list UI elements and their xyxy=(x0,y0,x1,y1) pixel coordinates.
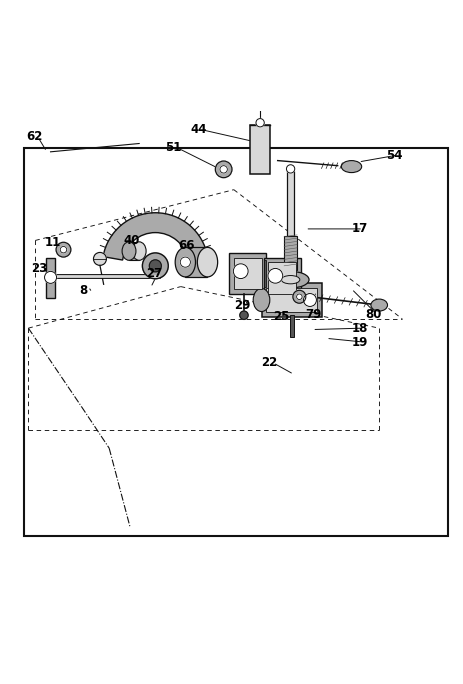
Circle shape xyxy=(180,257,190,267)
Text: 66: 66 xyxy=(178,239,195,252)
Circle shape xyxy=(287,165,295,173)
Bar xyxy=(264,257,301,298)
Bar xyxy=(262,283,321,317)
Text: 79: 79 xyxy=(306,308,322,321)
Bar xyxy=(266,288,317,312)
Text: 23: 23 xyxy=(31,262,47,275)
Text: 51: 51 xyxy=(164,141,181,154)
Ellipse shape xyxy=(197,248,218,277)
Circle shape xyxy=(215,161,232,178)
Text: 44: 44 xyxy=(190,123,206,136)
Circle shape xyxy=(143,253,168,279)
Bar xyxy=(287,171,294,236)
Bar xyxy=(290,315,294,337)
Circle shape xyxy=(293,290,306,303)
Wedge shape xyxy=(103,213,207,260)
Ellipse shape xyxy=(132,242,146,261)
Text: 25: 25 xyxy=(273,310,289,323)
Text: 40: 40 xyxy=(123,234,139,247)
Circle shape xyxy=(268,268,283,283)
Ellipse shape xyxy=(122,242,136,261)
Bar xyxy=(24,148,449,536)
Text: 80: 80 xyxy=(365,308,382,321)
Bar xyxy=(264,260,266,287)
Circle shape xyxy=(44,272,56,283)
Circle shape xyxy=(56,242,71,257)
Text: 29: 29 xyxy=(234,300,250,313)
Text: 22: 22 xyxy=(262,356,278,369)
Ellipse shape xyxy=(282,276,300,284)
Ellipse shape xyxy=(253,289,270,311)
Circle shape xyxy=(94,252,106,265)
Ellipse shape xyxy=(341,161,362,172)
Circle shape xyxy=(150,260,161,272)
Bar xyxy=(250,125,270,174)
Circle shape xyxy=(304,293,316,306)
Text: 54: 54 xyxy=(386,148,403,161)
Bar xyxy=(269,262,296,293)
Bar xyxy=(234,257,262,289)
Text: 18: 18 xyxy=(351,321,368,334)
Text: 27: 27 xyxy=(146,267,163,280)
Ellipse shape xyxy=(175,248,195,277)
Circle shape xyxy=(60,246,67,253)
Circle shape xyxy=(297,294,302,300)
Text: 19: 19 xyxy=(351,335,368,349)
Text: 11: 11 xyxy=(44,236,61,249)
Bar xyxy=(129,242,139,261)
Ellipse shape xyxy=(371,299,388,311)
Circle shape xyxy=(240,311,248,319)
Ellipse shape xyxy=(272,272,309,288)
Bar xyxy=(229,253,266,293)
Text: 8: 8 xyxy=(79,284,88,297)
Bar xyxy=(46,257,55,298)
Bar xyxy=(284,236,297,270)
Text: 17: 17 xyxy=(351,222,368,235)
Text: 62: 62 xyxy=(26,130,43,143)
Circle shape xyxy=(256,118,264,127)
Circle shape xyxy=(233,264,248,278)
Circle shape xyxy=(220,166,227,173)
Bar xyxy=(185,248,207,277)
